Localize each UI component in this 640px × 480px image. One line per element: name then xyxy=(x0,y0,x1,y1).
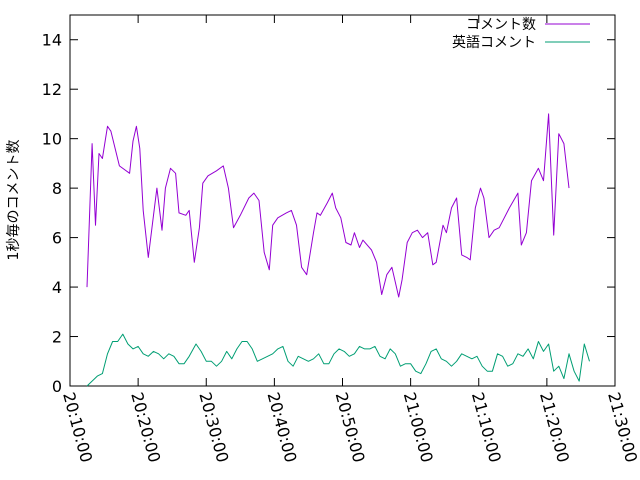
y-axis-label: 1秒毎のコメント数 xyxy=(6,140,22,261)
y-tick-label: 14 xyxy=(42,31,62,50)
x-tick-label: 20:40:00 xyxy=(264,390,301,464)
x-tick-label: 21:00:00 xyxy=(400,390,437,464)
y-tick-label: 6 xyxy=(52,229,62,248)
plot-frame xyxy=(69,14,616,387)
x-tick-label: 21:20:00 xyxy=(536,390,573,464)
x-tick-label: 21:30:00 xyxy=(604,390,640,464)
x-tick-label: 20:50:00 xyxy=(332,390,369,464)
y-tick-label: 10 xyxy=(42,130,62,149)
legend-label-1: コメント数 xyxy=(466,17,536,33)
y-tick-label: 2 xyxy=(52,328,62,347)
series-lines xyxy=(86,113,590,387)
y-tick-label: 4 xyxy=(52,278,62,297)
legend-label-2: 英語コメント xyxy=(452,34,536,51)
x-tick-label: 20:20:00 xyxy=(127,390,164,464)
y-tick-label: 12 xyxy=(42,80,62,99)
y-tick-label: 0 xyxy=(52,377,62,396)
y-tick-label: 8 xyxy=(52,179,62,198)
x-tick-label: 21:10:00 xyxy=(468,390,505,464)
series-line-2 xyxy=(86,333,590,387)
x-tick-label: 20:30:00 xyxy=(195,390,232,464)
series-line-1 xyxy=(86,113,570,298)
x-tick-label: 20:10:00 xyxy=(59,390,96,464)
y-axis-ticks: 0 2 4 6 8 10 12 14 xyxy=(42,31,615,396)
